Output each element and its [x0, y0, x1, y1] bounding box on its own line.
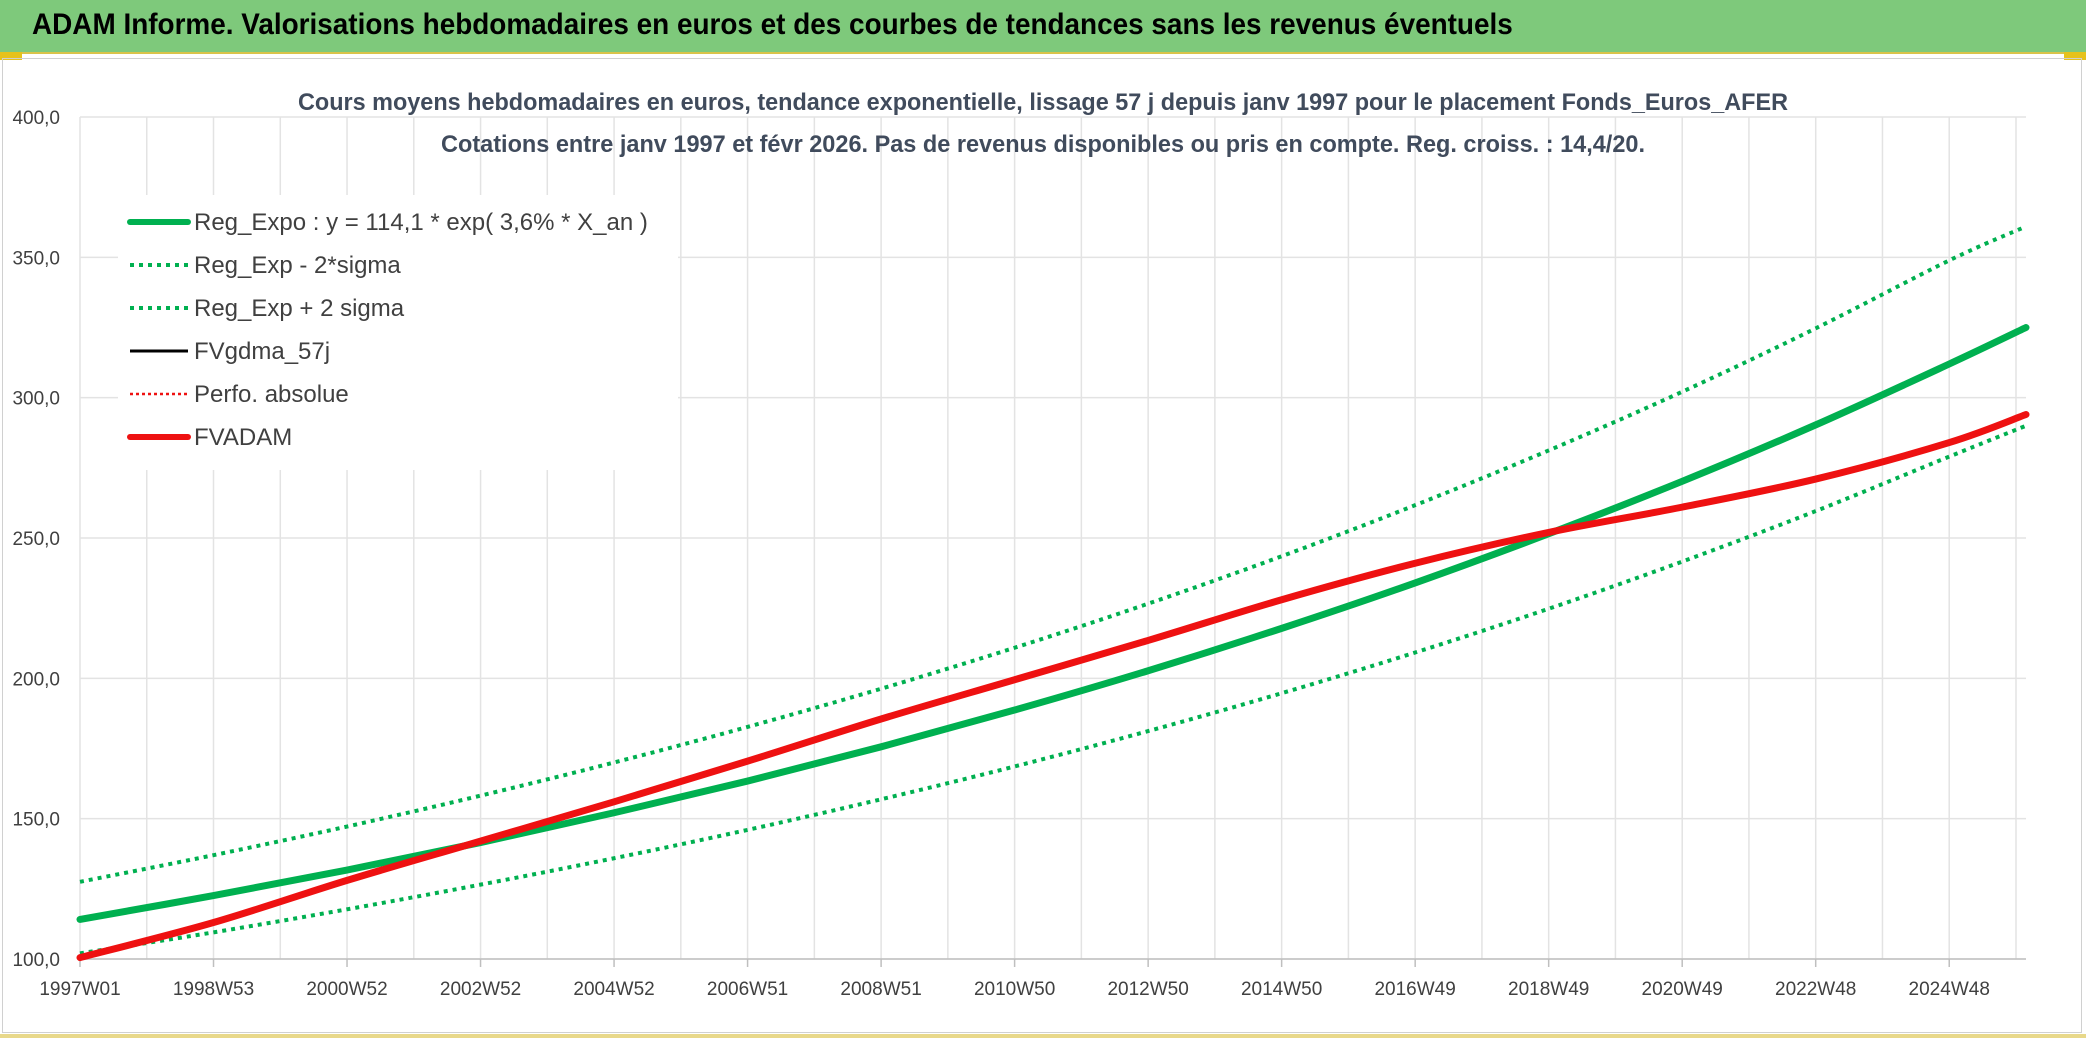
- x-tick-label: 2004W52: [573, 979, 654, 1000]
- x-axis-ticks: 1997W01 1998W53 2000W52 2002W52 2004W52 2006W…: [39, 959, 1990, 1000]
- x-tick-label: 2016W49: [1374, 979, 1455, 1000]
- x-tick-label: 2008W51: [840, 979, 921, 1000]
- x-tick-label: 2000W52: [306, 979, 387, 1000]
- x-tick-label: 1997W01: [39, 979, 120, 1000]
- chart-subtitle: Cotations entre janv 1997 et févr 2026. …: [441, 131, 1645, 158]
- legend-background: [118, 195, 678, 470]
- report-title: ADAM Informe. Valorisations hebdomadaire…: [32, 8, 1513, 41]
- y-axis-ticks: 100,0 150,0 200,0 250,0 300,0 350,0 400,0: [12, 108, 60, 971]
- x-tick-label: 2010W50: [974, 979, 1055, 1000]
- series-line: [76, 324, 2030, 923]
- y-tick-label: 250,0: [12, 529, 60, 550]
- x-tick-label: 2014W50: [1241, 979, 1322, 1000]
- legend-label: Perfo. absolue: [194, 381, 349, 408]
- x-tick-label: 2006W51: [707, 979, 788, 1000]
- y-tick-label: 100,0: [12, 950, 60, 971]
- legend-label: FVgdma_57j: [194, 338, 330, 365]
- legend: Reg_Expo : y = 114,1 * exp( 3,6% * X_an …: [118, 195, 678, 470]
- x-tick-label: 2012W50: [1107, 979, 1188, 1000]
- chart-frame: [2, 58, 2082, 1033]
- x-tick-label: 2020W49: [1642, 979, 1723, 1000]
- legend-label: Reg_Exp - 2*sigma: [194, 252, 401, 279]
- x-tick-label: 2002W52: [440, 979, 521, 1000]
- x-tick-label: 2018W49: [1508, 979, 1589, 1000]
- y-tick-label: 300,0: [12, 389, 60, 410]
- y-tick-label: 400,0: [12, 108, 60, 129]
- report-banner: ADAM Informe. Valorisations hebdomadaire…: [0, 0, 2086, 54]
- bottom-accent-strip: [0, 1034, 2086, 1038]
- x-tick-label: 2024W48: [1909, 979, 1990, 1000]
- corner-accent-left: [0, 52, 22, 60]
- legend-label: FVADAM: [194, 424, 292, 451]
- y-tick-label: 150,0: [12, 810, 60, 831]
- x-tick-label: 2022W48: [1775, 979, 1856, 1000]
- x-tick-label: 1998W53: [173, 979, 254, 1000]
- series-line: [76, 411, 2030, 962]
- y-tick-label: 200,0: [12, 669, 60, 690]
- legend-label: Reg_Expo : y = 114,1 * exp( 3,6% * X_an …: [194, 209, 648, 236]
- series-line: [79, 423, 2027, 956]
- legend-label: Reg_Exp + 2 sigma: [194, 295, 405, 322]
- y-tick-label: 350,0: [12, 248, 60, 269]
- series-line: [79, 224, 2027, 884]
- corner-accent-right: [2064, 52, 2086, 60]
- chart-title: Cours moyens hebdomadaires en euros, ten…: [298, 89, 1788, 116]
- series-lines: [76, 224, 2030, 962]
